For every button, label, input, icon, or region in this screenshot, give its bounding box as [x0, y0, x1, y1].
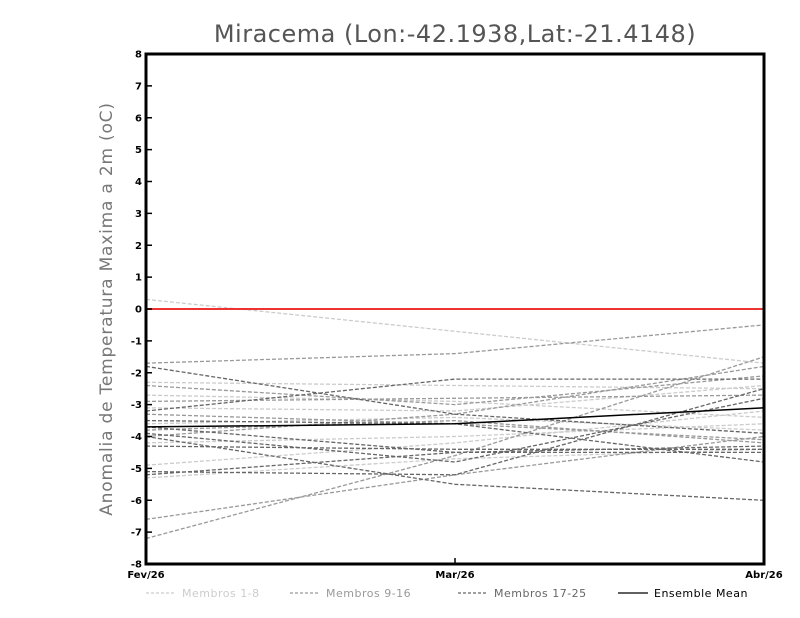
member-line-4	[145, 384, 765, 412]
y-tick-label: 3	[135, 209, 142, 220]
member-line-8	[145, 448, 765, 479]
member-line-25	[145, 445, 765, 476]
legend-label: Ensemble Mean	[654, 587, 748, 600]
member-line-24	[145, 388, 765, 476]
member-line-21	[145, 397, 765, 463]
y-tick-label: -1	[131, 336, 142, 347]
legend-label: Membros 1-8	[182, 587, 260, 600]
member-line-9	[145, 324, 765, 364]
member-line-2	[145, 381, 765, 390]
x-tick-label: Abr/26	[745, 570, 782, 581]
member-line-7	[145, 410, 765, 466]
y-tick-label: 6	[135, 113, 142, 124]
ensemble-mean-line	[145, 407, 765, 428]
y-tick-label: 2	[135, 241, 142, 252]
y-tick-label: 1	[135, 273, 142, 284]
y-tick-label: 0	[135, 305, 142, 316]
y-axis-label: Anomalia de Temperatura Maxima a 2m (oC)	[97, 102, 117, 516]
y-tick-label: -5	[131, 464, 142, 475]
member-line-11	[145, 394, 765, 403]
x-tick-label: Mar/26	[435, 570, 474, 581]
member-line-3	[145, 394, 765, 419]
y-tick-label: 5	[135, 145, 142, 156]
member-line-6	[145, 423, 765, 444]
member-line-17	[145, 365, 765, 434]
member-line-13	[145, 419, 765, 444]
member-line-23	[145, 445, 764, 450]
y-tick-label: -4	[131, 432, 142, 443]
series-layer	[145, 298, 765, 540]
y-tick-label: 4	[135, 177, 142, 188]
legend-label: Membros 9-16	[326, 587, 411, 600]
y-tick-label: -7	[131, 528, 142, 539]
member-line-1	[145, 298, 765, 364]
y-tick-label: 8	[135, 50, 142, 61]
x-tick-label: Fev/26	[127, 570, 164, 581]
plot-area	[144, 52, 766, 566]
x-axis-ticks: Fev/26 Mar/26 Abr/26	[127, 558, 783, 581]
y-tick-label: -3	[131, 400, 142, 411]
y-tick-label: 7	[135, 81, 142, 92]
member-line-16	[145, 356, 765, 540]
y-axis-ticks: 8 7 6 5 4 3 2 1 0 -1 -2 -3 -4 -5 -6 -7 -8	[131, 50, 152, 571]
member-line-22	[145, 435, 765, 501]
y-tick-label: -6	[131, 496, 142, 507]
legend: Membros 1-8 Membros 9-16 Membros 17-25 Ense…	[146, 587, 748, 600]
member-line-10	[145, 375, 765, 406]
legend-label: Membros 17-25	[494, 587, 587, 600]
y-tick-label: -8	[131, 560, 142, 571]
member-line-18	[145, 378, 764, 412]
chart-title: Miracema (Lon:-42.1938,Lat:-21.4148)	[214, 20, 696, 48]
member-line-20	[145, 426, 764, 454]
y-tick-label: -2	[131, 368, 142, 379]
